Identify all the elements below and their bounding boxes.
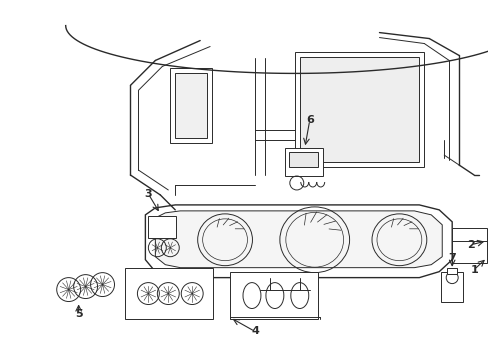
Bar xyxy=(170,68,212,143)
Bar xyxy=(148,216,176,238)
Bar xyxy=(288,152,317,167)
Ellipse shape xyxy=(243,283,261,309)
Text: 3: 3 xyxy=(144,189,152,199)
Bar xyxy=(447,268,456,274)
Text: 4: 4 xyxy=(250,327,258,336)
Ellipse shape xyxy=(265,283,283,309)
Bar xyxy=(175,73,207,138)
Text: 6: 6 xyxy=(305,115,313,125)
Bar xyxy=(440,272,462,302)
Ellipse shape xyxy=(290,283,308,309)
Bar xyxy=(125,268,213,319)
Text: 5: 5 xyxy=(75,310,82,319)
Bar xyxy=(229,272,317,319)
Bar xyxy=(269,278,299,293)
Bar xyxy=(285,148,322,176)
Bar xyxy=(299,58,419,162)
Text: 1: 1 xyxy=(469,265,477,275)
Bar xyxy=(294,53,424,167)
Polygon shape xyxy=(155,211,441,268)
Text: 7: 7 xyxy=(447,253,455,263)
Bar xyxy=(451,228,486,263)
Text: 2: 2 xyxy=(467,240,474,250)
Polygon shape xyxy=(145,205,451,278)
